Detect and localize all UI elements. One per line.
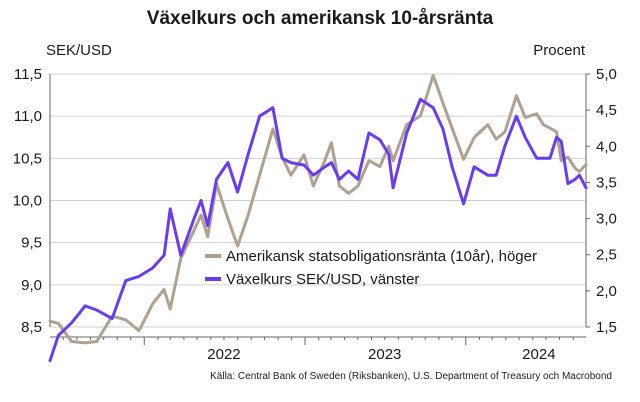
left-axis-ticks: 8,5 9,0 9,5 10,0 10,5 11,0 11,5 — [13, 66, 42, 336]
left-tick-label: 10,0 — [13, 193, 42, 210]
left-tick-label: 10,5 — [13, 150, 42, 167]
left-tick-label: 9,0 — [21, 277, 42, 294]
left-axis-unit: SEK/USD — [46, 42, 112, 59]
series-line-yield — [48, 73, 588, 345]
grid-lines — [50, 73, 586, 328]
x-tick-label: 2024 — [522, 346, 555, 363]
left-tick-label: 11,5 — [14, 66, 42, 83]
x-axis-ticks: 2022 2023 2024 — [62, 337, 574, 363]
legend-label-exchange-rate: Växelkurs SEK/USD, vänster — [226, 271, 419, 288]
right-tick-label: 2,0 — [596, 283, 617, 300]
legend: Amerikansk statsobligationsränta (10år),… — [205, 248, 537, 288]
series-line-exchange-rate — [48, 97, 588, 363]
right-tick-label: 4,0 — [596, 138, 617, 155]
right-axis-unit: Procent — [533, 42, 585, 59]
axes — [49, 74, 587, 338]
right-tick-label: 1,5 — [596, 319, 617, 336]
series-lines — [48, 73, 588, 363]
left-tick-label: 8,5 — [21, 319, 42, 336]
right-tick-label: 4,5 — [596, 102, 617, 119]
right-tick-label: 3,0 — [596, 211, 617, 228]
chart-title: Växelkurs och amerikansk 10-årsränta — [146, 8, 494, 29]
x-tick-label: 2022 — [207, 346, 240, 363]
right-tick-label: 5,0 — [596, 66, 617, 83]
source-note: Källa: Central Bank of Sweden (Riksbanke… — [210, 371, 612, 382]
x-tick-label: 2023 — [368, 346, 401, 363]
legend-label-yield: Amerikansk statsobligationsränta (10år),… — [226, 248, 537, 265]
left-tick-label: 11,0 — [14, 108, 42, 125]
right-tick-label: 3,5 — [596, 174, 617, 191]
right-axis-ticks: 1,5 2,0 2,5 3,0 3,5 4,0 4,5 5,0 — [586, 66, 617, 336]
left-tick-label: 9,5 — [21, 235, 42, 252]
right-tick-label: 2,5 — [596, 247, 617, 264]
